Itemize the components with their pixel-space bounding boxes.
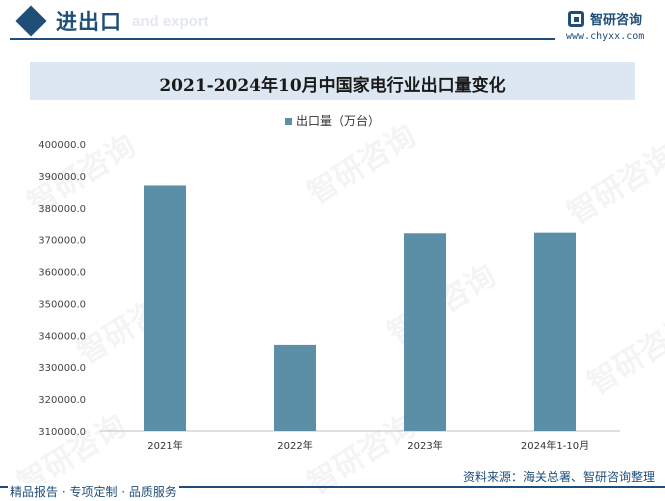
- y-tick-label: 350000.0: [38, 299, 86, 310]
- chart-title: 2021-2024年10月中国家电行业出口量变化: [159, 76, 506, 96]
- chart-title-banner: 2021-2024年10月中国家电行业出口量变化: [30, 62, 635, 100]
- brand-url: www.chyxx.com: [566, 31, 645, 42]
- section-title: 进出口: [56, 10, 122, 34]
- header-divider: [10, 38, 555, 40]
- bar: [274, 344, 316, 431]
- y-tick-label: 360000.0: [38, 268, 86, 279]
- footer-divider: [0, 486, 665, 488]
- y-tick-label: 370000.0: [38, 236, 86, 247]
- brand-logo-icon: [568, 11, 584, 27]
- bar: [534, 232, 576, 431]
- y-tick-label: 400000.0: [38, 140, 86, 151]
- y-tick-label: 310000.0: [38, 427, 86, 438]
- x-tick-label: 2023年: [407, 439, 442, 452]
- x-tick-label: 2022年: [277, 439, 312, 452]
- brand-name: 智研咨询: [590, 13, 643, 28]
- x-tick-label: 2024年1-10月: [521, 439, 589, 452]
- y-tick-label: 320000.0: [38, 395, 86, 406]
- bar: [144, 185, 186, 431]
- legend-label: 出口量（万台）: [295, 114, 380, 128]
- legend-swatch: [284, 118, 292, 125]
- chart-legend: 出口量（万台）: [0, 112, 665, 129]
- bar: [404, 233, 446, 431]
- y-tick-label: 340000.0: [38, 331, 86, 342]
- y-tick-label: 380000.0: [38, 204, 86, 215]
- y-tick-label: 390000.0: [38, 172, 86, 183]
- x-tick-label: 2021年: [147, 439, 182, 452]
- data-source: 资料来源：海关总署、智研咨询整理: [462, 470, 655, 484]
- footer-tagline: 精品报告 · 专项定制 · 品质服务: [8, 483, 179, 500]
- section-subtitle: and export: [132, 13, 209, 30]
- y-tick-label: 330000.0: [38, 363, 86, 374]
